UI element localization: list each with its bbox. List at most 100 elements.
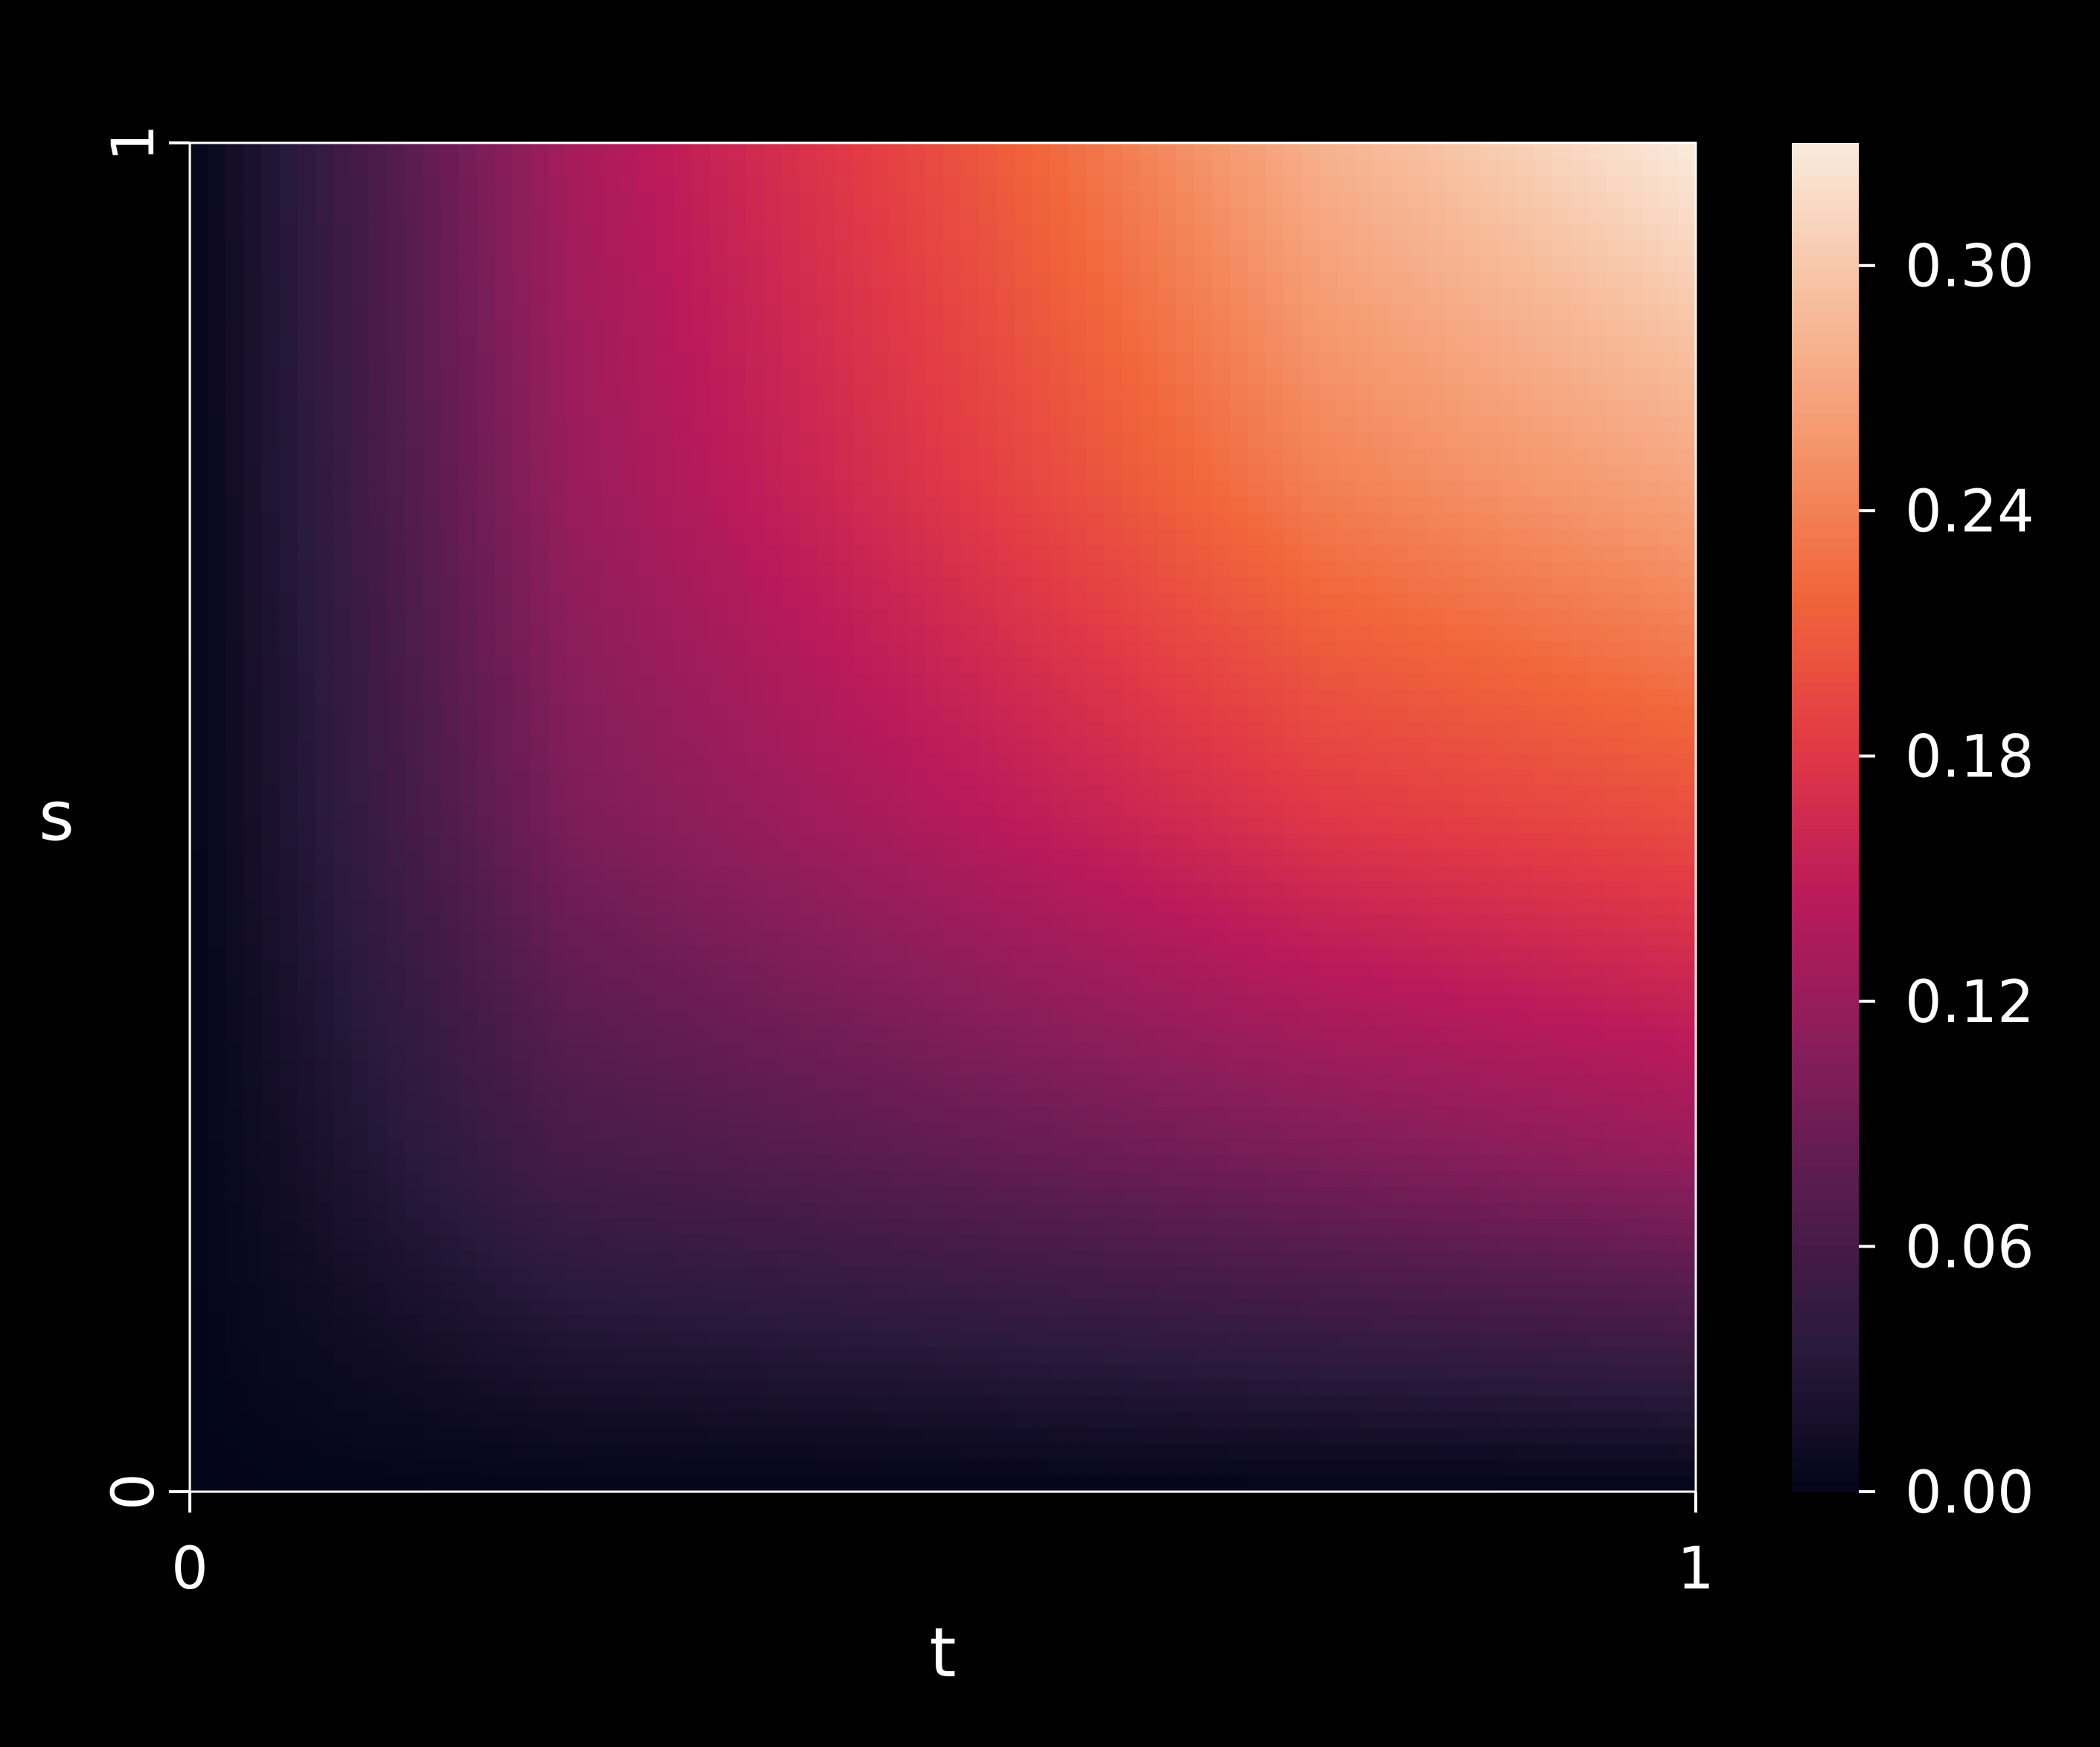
heatmap-cell <box>835 737 854 753</box>
heatmap-cell <box>674 1443 692 1460</box>
heatmap-cell <box>513 1010 532 1026</box>
heatmap-cell <box>1033 801 1051 817</box>
heatmap-cell <box>764 881 782 898</box>
heatmap-cell <box>1050 1122 1069 1139</box>
heatmap-cell <box>1552 1010 1571 1026</box>
heatmap-cell <box>1606 785 1625 802</box>
heatmap-cell <box>1373 1347 1392 1364</box>
heatmap-cell <box>1463 978 1481 994</box>
heatmap-cell <box>369 641 388 657</box>
heatmap-cell <box>1463 721 1481 738</box>
heatmap-cell <box>513 801 532 817</box>
heatmap-cell <box>1516 849 1535 866</box>
heatmap-cell <box>907 753 925 770</box>
heatmap-cell <box>764 962 782 978</box>
heatmap-cell <box>494 1203 513 1219</box>
heatmap-cell <box>279 528 298 545</box>
heatmap-cell <box>441 1235 459 1251</box>
heatmap-cell <box>1552 978 1571 994</box>
heatmap-cell <box>494 1219 513 1235</box>
heatmap-cell <box>1086 1074 1105 1090</box>
heatmap-cell <box>1104 1379 1123 1396</box>
heatmap-cell <box>764 1171 782 1187</box>
heatmap-cell <box>1642 834 1661 850</box>
heatmap-cell <box>351 946 370 962</box>
heatmap-cell <box>1499 705 1517 721</box>
heatmap-cell <box>943 1187 962 1203</box>
heatmap-cell <box>1678 1154 1697 1171</box>
heatmap-cell <box>279 1363 298 1379</box>
heatmap-cell <box>1570 544 1589 560</box>
heatmap-cell <box>1266 1219 1284 1235</box>
heatmap-cell <box>1516 785 1535 802</box>
heatmap-cell <box>1589 866 1607 882</box>
heatmap-cell <box>1158 834 1177 850</box>
heatmap-cell <box>387 753 406 770</box>
heatmap-cell <box>333 817 352 834</box>
heatmap-cell <box>692 1235 710 1251</box>
heatmap-cell <box>1589 769 1607 785</box>
heatmap-cell <box>1068 1106 1087 1122</box>
heatmap-cell <box>709 898 728 914</box>
heatmap-cell <box>1481 1347 1499 1364</box>
heatmap-cell <box>1499 849 1517 866</box>
heatmap-cell <box>531 1443 549 1460</box>
heatmap-cell <box>1301 849 1320 866</box>
heatmap-cell <box>549 1042 567 1058</box>
heatmap-cell <box>961 625 980 641</box>
heatmap-cell <box>638 866 657 882</box>
heatmap-cell <box>1570 898 1589 914</box>
heatmap-cell <box>1445 930 1464 946</box>
heatmap-cell <box>1301 641 1320 657</box>
heatmap-cell <box>817 1010 836 1026</box>
heatmap-cell <box>817 962 836 978</box>
heatmap-cell <box>1534 1299 1553 1315</box>
heatmap-cell <box>979 1315 998 1332</box>
heatmap-cell <box>1516 1074 1535 1090</box>
heatmap-cell <box>925 1347 943 1364</box>
heatmap-cell <box>656 962 674 978</box>
heatmap-cell <box>1678 1267 1697 1283</box>
heatmap-cell <box>1068 1443 1087 1460</box>
heatmap-cell <box>459 1171 477 1187</box>
heatmap-cell <box>1158 1138 1177 1154</box>
heatmap-cell <box>279 544 298 560</box>
heatmap-cell <box>190 1347 208 1364</box>
heatmap-cell <box>441 1283 459 1300</box>
heatmap-cell <box>674 1347 692 1364</box>
heatmap-cell <box>746 737 765 753</box>
heatmap-cell <box>943 1154 962 1171</box>
heatmap-cell <box>1050 881 1069 898</box>
heatmap-cell <box>656 881 674 898</box>
heatmap-cell <box>208 673 226 689</box>
heatmap-cell <box>190 881 208 898</box>
heatmap-cell <box>709 962 728 978</box>
heatmap-cell <box>351 576 370 593</box>
heatmap-cell <box>1499 930 1517 946</box>
heatmap-cell <box>333 769 352 785</box>
heatmap-cell <box>333 1074 352 1090</box>
heatmap-cell <box>226 962 244 978</box>
heatmap-cell <box>602 593 621 609</box>
heatmap-cell <box>764 544 782 560</box>
heatmap-cell <box>1122 576 1140 593</box>
heatmap-cell <box>1158 1363 1177 1379</box>
heatmap-cell <box>1086 576 1105 593</box>
heatmap-cell <box>1552 817 1571 834</box>
heatmap-cell <box>1283 1331 1302 1347</box>
heatmap-cell <box>1678 1475 1697 1492</box>
heatmap-cell <box>1140 1283 1158 1300</box>
heatmap-cell <box>889 1154 907 1171</box>
heatmap-cell <box>226 801 244 817</box>
heatmap-cell <box>709 1122 728 1139</box>
heatmap-cell <box>387 785 406 802</box>
heatmap-cell <box>1104 1219 1123 1235</box>
heatmap-cell <box>728 609 747 625</box>
heatmap-cell <box>1104 1283 1123 1300</box>
heatmap-cell <box>243 593 262 609</box>
heatmap-cell <box>369 1235 388 1251</box>
heatmap-cell <box>441 930 459 946</box>
heatmap-cell <box>298 849 316 866</box>
heatmap-cell <box>1409 609 1428 625</box>
heatmap-cell <box>584 1187 603 1203</box>
